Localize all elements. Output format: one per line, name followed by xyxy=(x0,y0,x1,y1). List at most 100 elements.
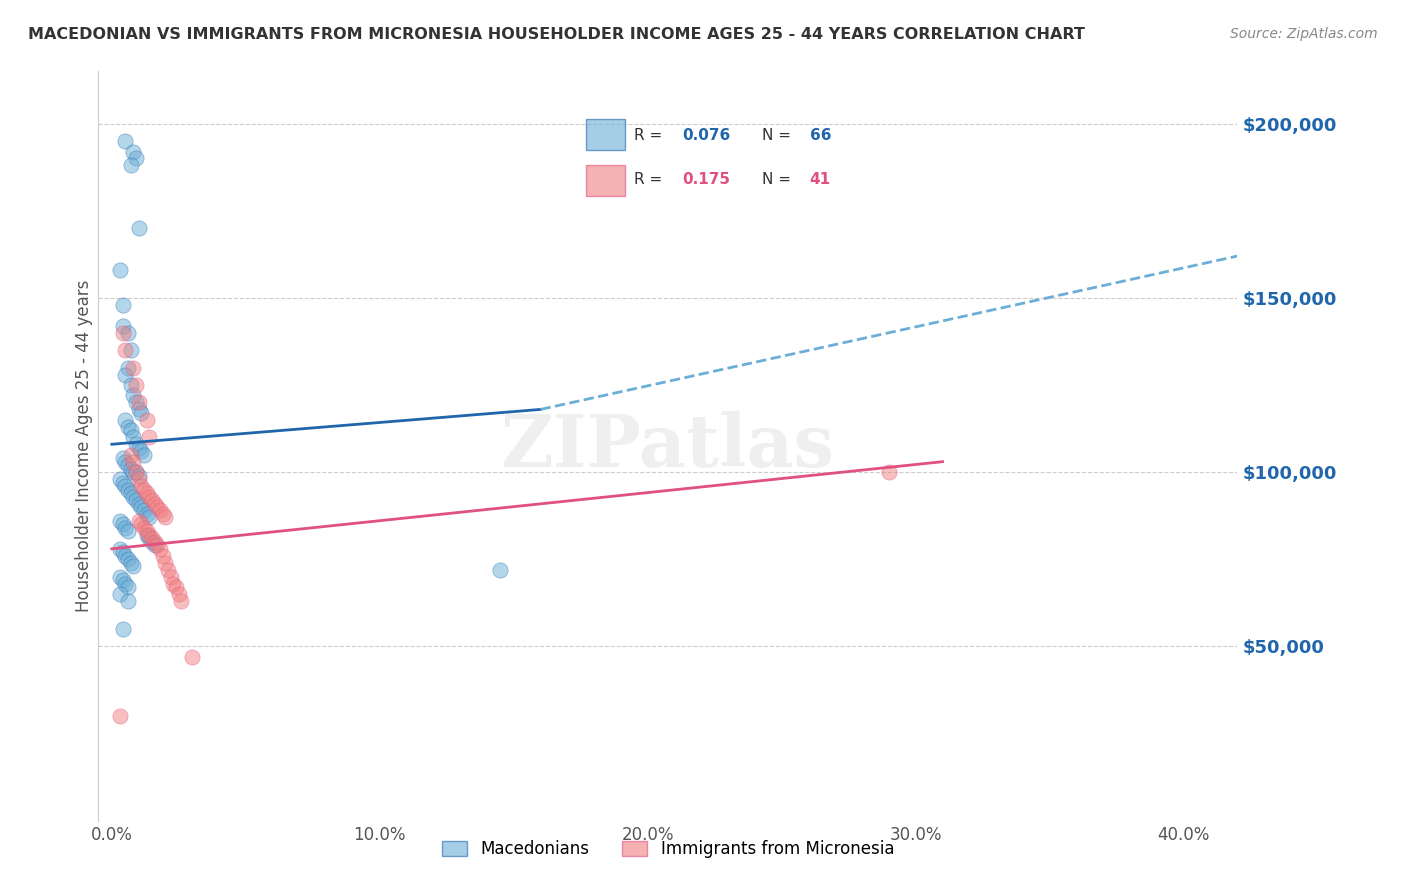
Point xyxy=(155,556,177,570)
Point xyxy=(114,455,136,469)
Point xyxy=(108,514,131,528)
Point xyxy=(129,406,152,420)
Point xyxy=(111,545,134,559)
Point xyxy=(114,368,136,382)
Point xyxy=(125,465,148,479)
Point xyxy=(132,521,155,535)
Point xyxy=(111,298,134,312)
Point xyxy=(135,507,157,521)
Point xyxy=(117,552,139,566)
Point xyxy=(114,521,136,535)
Point xyxy=(138,510,160,524)
Point xyxy=(111,326,134,340)
Point xyxy=(128,472,150,486)
Point xyxy=(128,514,150,528)
Text: MACEDONIAN VS IMMIGRANTS FROM MICRONESIA HOUSEHOLDER INCOME AGES 25 - 44 YEARS C: MACEDONIAN VS IMMIGRANTS FROM MICRONESIA… xyxy=(28,27,1085,42)
Point xyxy=(122,455,145,469)
Point xyxy=(129,444,152,458)
Point xyxy=(135,413,157,427)
Point xyxy=(120,461,142,475)
Point xyxy=(159,570,181,584)
Point xyxy=(117,594,139,608)
Point xyxy=(135,486,157,500)
Point xyxy=(108,587,131,601)
Point xyxy=(125,378,148,392)
Text: ZIPatlas: ZIPatlas xyxy=(501,410,835,482)
Point xyxy=(128,221,150,235)
Point xyxy=(128,468,150,483)
Point xyxy=(128,402,150,417)
Point xyxy=(117,580,139,594)
Point xyxy=(155,510,177,524)
Point xyxy=(125,152,148,166)
Point xyxy=(125,465,148,479)
Point xyxy=(108,570,131,584)
Point xyxy=(117,420,139,434)
Point xyxy=(117,326,139,340)
Point xyxy=(122,465,145,479)
Point xyxy=(141,534,163,549)
Point xyxy=(138,532,160,546)
Point xyxy=(125,395,148,409)
Point xyxy=(141,493,163,508)
Point xyxy=(122,430,145,444)
Point xyxy=(114,134,136,148)
Point xyxy=(120,158,142,172)
Point xyxy=(120,423,142,437)
Point xyxy=(157,563,180,577)
Point xyxy=(170,594,193,608)
Point xyxy=(132,483,155,497)
Point xyxy=(111,622,134,636)
Point xyxy=(132,448,155,462)
Point xyxy=(181,649,204,664)
Point xyxy=(122,145,145,159)
Point xyxy=(117,524,139,539)
Point xyxy=(149,541,172,556)
Point xyxy=(129,479,152,493)
Point xyxy=(138,430,160,444)
Point xyxy=(128,441,150,455)
Point xyxy=(114,549,136,563)
Point xyxy=(128,395,150,409)
Point xyxy=(122,360,145,375)
Point xyxy=(108,709,131,723)
Text: Source: ZipAtlas.com: Source: ZipAtlas.com xyxy=(1230,27,1378,41)
Point xyxy=(122,388,145,402)
Point xyxy=(117,483,139,497)
Point xyxy=(108,263,131,277)
Point xyxy=(162,576,184,591)
Point xyxy=(125,437,148,451)
Point xyxy=(138,490,160,504)
Point xyxy=(138,528,160,542)
Point xyxy=(117,458,139,472)
Point xyxy=(114,479,136,493)
Point xyxy=(120,378,142,392)
Point xyxy=(108,472,131,486)
Point xyxy=(489,563,512,577)
Point xyxy=(122,559,145,574)
Point xyxy=(117,360,139,375)
Point xyxy=(111,475,134,490)
Point xyxy=(120,556,142,570)
Point xyxy=(125,493,148,508)
Point xyxy=(120,486,142,500)
Point xyxy=(167,587,190,601)
Point xyxy=(111,318,134,333)
Point xyxy=(108,541,131,556)
Point xyxy=(111,517,134,532)
Point xyxy=(146,500,169,514)
Point xyxy=(128,496,150,510)
Point xyxy=(152,507,174,521)
Point xyxy=(120,448,142,462)
Point xyxy=(135,524,157,539)
Point xyxy=(132,503,155,517)
Point xyxy=(129,500,152,514)
Point xyxy=(111,451,134,466)
Point xyxy=(120,343,142,358)
Point xyxy=(114,343,136,358)
Point xyxy=(143,538,166,552)
Point xyxy=(111,573,134,587)
Point xyxy=(165,580,187,594)
Legend: Macedonians, Immigrants from Micronesia: Macedonians, Immigrants from Micronesia xyxy=(434,833,901,864)
Point xyxy=(122,490,145,504)
